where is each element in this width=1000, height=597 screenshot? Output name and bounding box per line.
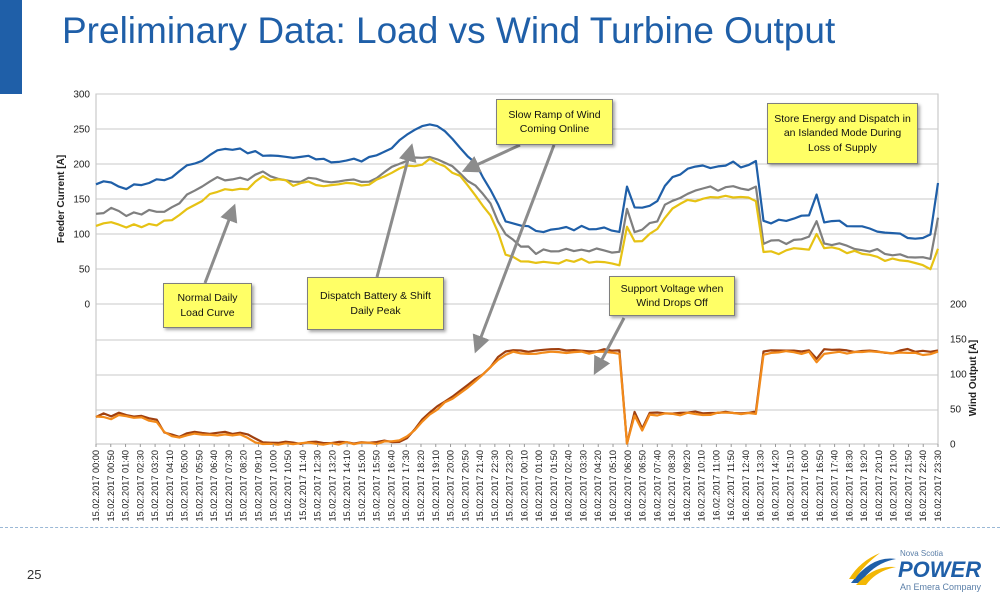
x-tick-label: 15.02.2017 16:40 — [386, 450, 396, 522]
wind-output-series-1 — [95, 350, 939, 446]
x-tick-label: 15.02.2017 03:20 — [150, 450, 160, 522]
x-tick-label: 15.02.2017 12:30 — [313, 450, 323, 522]
y2-tick-label: 150 — [950, 335, 967, 346]
annotation-arrow — [472, 144, 556, 354]
x-tick-label: 15.02.2017 09:10 — [253, 450, 263, 522]
x-tick-label: 15.02.2017 15:50 — [372, 450, 382, 522]
y-tick-label: 250 — [73, 125, 90, 136]
x-tick-label: 15.02.2017 17:30 — [401, 450, 411, 522]
x-tick-label: 15.02.2017 23:20 — [505, 450, 515, 522]
x-tick-label: 15.02.2017 21:40 — [475, 450, 485, 522]
y2-axis-title: Wind Output [A] — [968, 340, 979, 417]
x-tick-label: 16.02.2017 06:00 — [623, 450, 633, 522]
x-tick-label: 15.02.2017 02:30 — [135, 450, 145, 522]
x-tick-label: 16.02.2017 08:30 — [667, 450, 677, 522]
footer-divider — [0, 527, 1000, 528]
chart: 0 50 100 150 200 250 300 0 50 100 150 200 Feeder Cur… — [56, 90, 979, 522]
y2-tick-label: 0 — [950, 440, 956, 451]
x-tick-label: 15.02.2017 00:50 — [106, 450, 116, 522]
x-tick-label: 16.02.2017 09:20 — [682, 450, 692, 522]
y-tick-label: 300 — [73, 90, 90, 101]
feeder-current-series-2 — [95, 157, 940, 271]
x-tick-label: 16.02.2017 05:10 — [608, 450, 618, 522]
x-tick-label: 16.02.2017 02:40 — [564, 450, 574, 522]
annotation-dispatch-battery: Dispatch Battery & Shift Daily Peak — [307, 277, 444, 330]
y-tick-label: 150 — [73, 195, 90, 206]
x-tick-label: 15.02.2017 18:20 — [416, 450, 426, 522]
x-tick-label: 16.02.2017 12:40 — [741, 450, 751, 522]
x-tick-label: 15.02.2017 20:50 — [460, 450, 470, 522]
y2-tick-label: 100 — [950, 370, 967, 381]
x-tick-label: 15.02.2017 20:00 — [446, 450, 456, 522]
x-tick-label: 16.02.2017 00:10 — [519, 450, 529, 522]
x-tick-label: 16.02.2017 23:30 — [933, 450, 943, 522]
logo-line3: An Emera Company — [900, 582, 982, 592]
x-tick-label: 16.02.2017 19:20 — [859, 450, 869, 522]
x-tick-label: 16.02.2017 11:50 — [726, 450, 736, 521]
x-tick-label: 15.02.2017 01:40 — [121, 450, 131, 522]
x-tick-label: 15.02.2017 07:30 — [224, 450, 234, 522]
x-tick-label: 16.02.2017 10:10 — [697, 450, 707, 522]
slide-title: Preliminary Data: Load vs Wind Turbine O… — [62, 10, 836, 51]
x-tick-label: 15.02.2017 04:10 — [165, 450, 175, 522]
x-tick-label: 15.02.2017 05:50 — [194, 450, 204, 522]
x-tick-label: 16.02.2017 20:10 — [874, 450, 884, 522]
title-accent-bar — [0, 0, 22, 94]
x-tick-label: 15.02.2017 00:00 — [91, 450, 101, 522]
x-tick-label: 16.02.2017 07:40 — [652, 450, 662, 522]
annotation-normal-load: Normal Daily Load Curve — [163, 283, 252, 328]
y-axis-title: Feeder Current [A] — [56, 155, 67, 243]
feeder-current-series-0 — [95, 123, 940, 240]
x-tick-label: 15.02.2017 11:40 — [298, 450, 308, 521]
x-tick-label: 15.02.2017 06:40 — [209, 450, 219, 522]
x-tick-label: 15.02.2017 15:00 — [357, 450, 367, 522]
annotation-arrow — [375, 143, 417, 278]
x-tick-label: 15.02.2017 13:20 — [327, 450, 337, 522]
x-tick-label: 16.02.2017 11:00 — [711, 450, 721, 521]
x-tick-label: 15.02.2017 08:20 — [239, 450, 249, 522]
y-tick-label: 0 — [84, 300, 90, 311]
x-tick-label: 16.02.2017 21:50 — [903, 450, 913, 522]
x-tick-label: 16.02.2017 01:50 — [549, 450, 559, 522]
annotation-support-voltage: Support Voltage when Wind Drops Off — [609, 276, 735, 316]
annotation-arrow — [203, 203, 238, 284]
x-tick-label: 15.02.2017 05:00 — [180, 450, 190, 522]
x-tick-label: 16.02.2017 16:50 — [815, 450, 825, 522]
x-tick-label: 16.02.2017 17:40 — [830, 450, 840, 522]
x-tick-label: 15.02.2017 14:10 — [342, 450, 352, 522]
x-tick-label: 16.02.2017 15:10 — [785, 450, 795, 522]
sunburst-logo-icon — [849, 553, 896, 585]
x-tick-label: 16.02.2017 01:00 — [534, 450, 544, 522]
annotation-store-energy: Store Energy and Dispatch in an Islanded… — [767, 103, 918, 164]
x-tick-label: 16.02.2017 04:20 — [593, 450, 603, 522]
x-tick-label: 15.02.2017 10:50 — [283, 450, 293, 522]
x-tick-label: 15.02.2017 10:00 — [268, 450, 278, 522]
x-tick-label: 16.02.2017 14:20 — [771, 450, 781, 522]
y-tick-label: 200 — [73, 160, 90, 171]
wind-output-series-0 — [95, 347, 939, 445]
y2-tick-label: 50 — [950, 405, 962, 416]
y2-tick-label: 200 — [950, 300, 967, 311]
page-number: 25 — [27, 567, 42, 582]
x-tick-label: 16.02.2017 16:00 — [800, 450, 810, 522]
annotation-arrow — [593, 317, 626, 375]
x-tick-label: 16.02.2017 21:00 — [889, 450, 899, 522]
x-tick-label: 16.02.2017 13:30 — [756, 450, 766, 522]
x-tick-label: 16.02.2017 03:30 — [578, 450, 588, 522]
y-tick-label: 100 — [73, 230, 90, 241]
logo-line2: POWER — [898, 557, 982, 582]
logo-line1: Nova Scotia — [900, 549, 944, 558]
annotation-slow-ramp: Slow Ramp of Wind Coming Online — [496, 99, 613, 145]
annotation-arrow — [461, 143, 521, 173]
x-tick-label: 15.02.2017 19:10 — [431, 450, 441, 522]
x-tick-label: 16.02.2017 06:50 — [638, 450, 648, 522]
x-tick-label: 16.02.2017 22:40 — [918, 450, 928, 522]
y-tick-label: 50 — [79, 265, 91, 276]
x-tick-label: 16.02.2017 18:30 — [844, 450, 854, 522]
x-tick-label: 15.02.2017 22:30 — [490, 450, 500, 522]
